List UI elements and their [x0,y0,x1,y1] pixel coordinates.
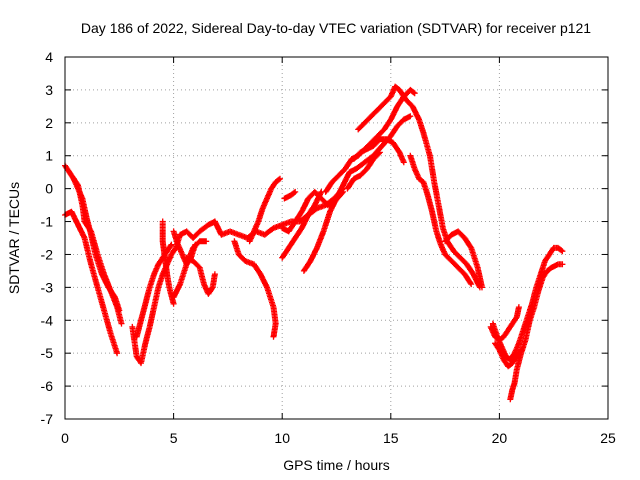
series-track-20 [344,149,383,192]
series-markers [407,152,475,288]
axis-ticks: 0 5 10 15 20 25 -7 -6 -5 -4 -3 -2 -1 0 1 2 3 4 [41,49,616,446]
y-tick-label: 2 [45,115,53,131]
x-tick-label: 20 [492,430,508,446]
y-tick-label: -7 [41,411,54,427]
plot-frame [64,56,609,420]
series-markers [507,261,566,403]
series-markers [231,238,279,340]
y-tick-label: -4 [41,312,54,328]
x-axis-label: GPS time / hours [283,457,390,473]
series-markers [279,188,325,261]
series-track-15 [281,188,299,202]
series-markers [300,113,414,274]
x-tick-label: 15 [383,430,399,446]
series-markers [70,175,123,314]
y-tick-label: 3 [45,82,53,98]
y-tick-label: 1 [45,148,53,164]
series-markers [170,238,210,301]
series-track-6 [159,218,177,307]
x-tick-label: 5 [170,430,178,446]
y-tick-label: -2 [41,246,54,262]
series-markers [487,304,522,343]
series-track-26 [507,261,566,403]
series-markers [159,218,177,307]
series-track-9 [170,238,210,301]
series-track-16 [300,113,414,274]
series-markers [129,218,218,367]
y-tick-label: 4 [45,49,53,65]
series-track-22 [442,228,485,291]
series-track-3 [70,175,123,314]
series-markers [281,188,299,202]
series-markers [344,149,383,192]
data-series [62,83,566,403]
y-tick-label: -3 [41,279,54,295]
y-tick-label: -1 [41,214,54,230]
series-track-11 [231,238,279,340]
series-track-14 [279,188,325,261]
series-markers [442,228,485,291]
y-tick-label: 0 [45,181,53,197]
series-markers [350,136,407,166]
series-track-25 [487,304,522,343]
series-markers [246,175,283,245]
x-tick-label: 0 [61,430,69,446]
chart-title: Day 186 of 2022, Sidereal Day-to-day VTE… [81,20,591,36]
y-tick-label: -6 [41,378,54,394]
x-tick-label: 10 [274,430,290,446]
series-track-12 [246,175,283,245]
y-axis-label: SDTVAR / TECUs [6,182,22,294]
x-tick-label: 25 [600,430,616,446]
series-track-21 [407,152,475,288]
series-track-19 [350,136,407,166]
y-tick-label: -5 [41,345,54,361]
series-track-4 [129,218,218,367]
